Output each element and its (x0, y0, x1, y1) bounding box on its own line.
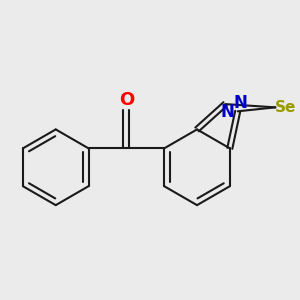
Text: O: O (119, 91, 134, 109)
Text: N: N (233, 94, 247, 112)
Text: Se: Se (275, 100, 296, 115)
Text: N: N (220, 103, 234, 122)
